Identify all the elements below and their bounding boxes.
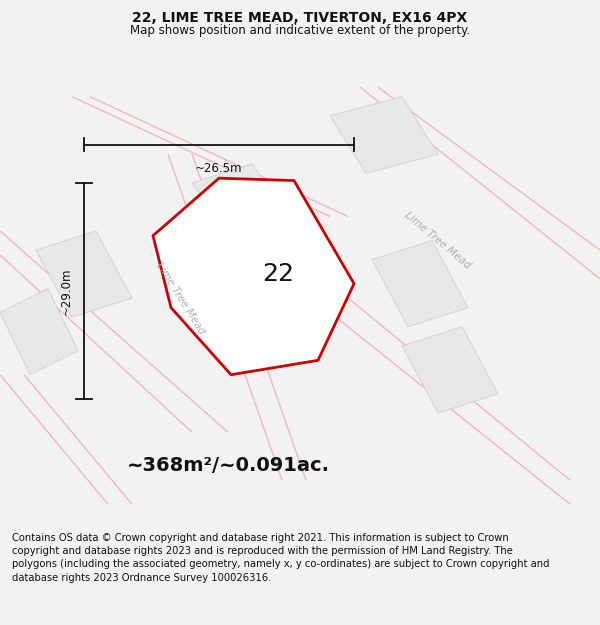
Polygon shape (0, 289, 78, 375)
Polygon shape (36, 231, 132, 318)
Text: Map shows position and indicative extent of the property.: Map shows position and indicative extent… (130, 24, 470, 36)
Text: Contains OS data © Crown copyright and database right 2021. This information is : Contains OS data © Crown copyright and d… (12, 533, 550, 582)
Text: Lime Tree Mead: Lime Tree Mead (154, 261, 206, 336)
Polygon shape (402, 327, 498, 413)
Polygon shape (153, 178, 354, 375)
Text: ~26.5m: ~26.5m (195, 162, 243, 175)
Polygon shape (330, 97, 438, 173)
Text: ~29.0m: ~29.0m (59, 267, 73, 314)
Polygon shape (192, 164, 300, 250)
Text: Lime Tree Mead: Lime Tree Mead (403, 210, 473, 271)
Text: 22: 22 (263, 262, 295, 286)
Polygon shape (372, 241, 468, 327)
Text: 22, LIME TREE MEAD, TIVERTON, EX16 4PX: 22, LIME TREE MEAD, TIVERTON, EX16 4PX (133, 11, 467, 25)
Text: ~368m²/~0.091ac.: ~368m²/~0.091ac. (127, 456, 329, 475)
